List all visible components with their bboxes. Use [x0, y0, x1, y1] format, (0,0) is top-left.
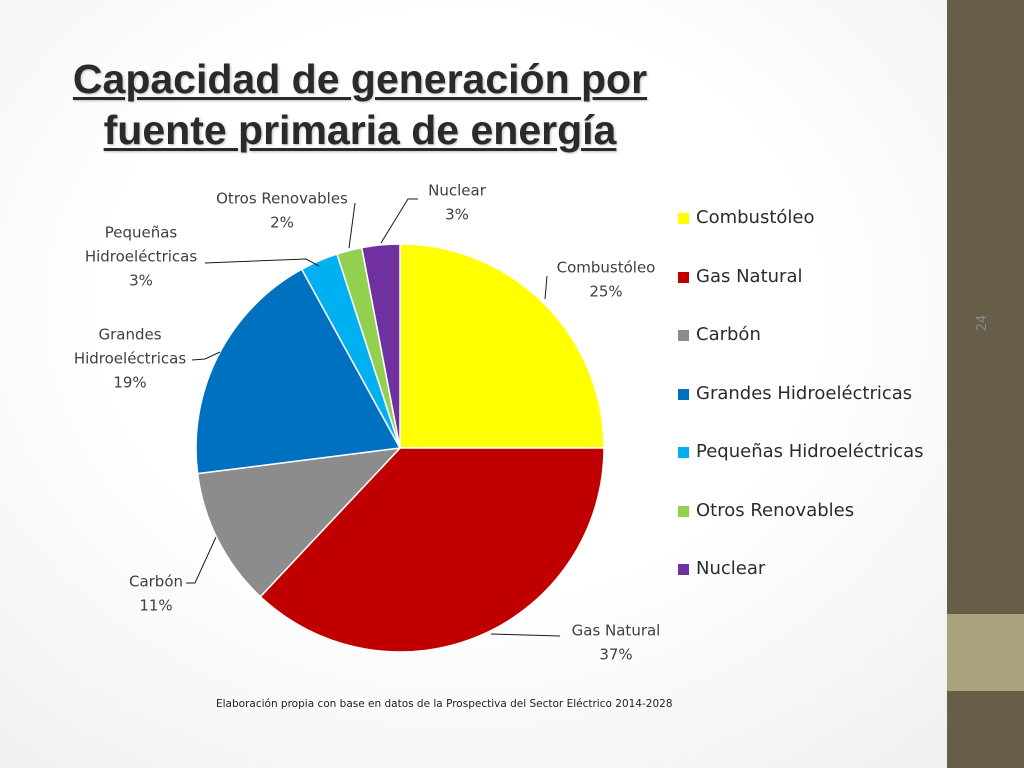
legend-label: Nuclear — [696, 558, 766, 579]
legend-item: Gas Natural — [678, 266, 943, 325]
slice-label-text: 2% — [270, 214, 294, 232]
slice-label-7: Nuclear 3% — [380, 182, 487, 244]
slice-label-text: 37% — [599, 646, 632, 664]
legend-label: Pequeñas Hidroeléctricas — [696, 441, 924, 462]
slide-title-line-2: fuente primaria de energía — [103, 107, 617, 153]
slide-title: Capacidad de generación por fuente prima… — [20, 54, 700, 156]
pie-slice-3 — [196, 446, 402, 598]
slice-label-text: 11% — [139, 597, 172, 615]
legend-label: Combustóleo — [696, 207, 815, 228]
legend-item: Grandes Hidroeléctricas — [678, 383, 943, 442]
slice-label-leader-line — [191, 351, 221, 361]
slice-label-5: Pequeñas Hidroeléctricas 3% — [85, 224, 320, 290]
legend-swatch — [678, 564, 689, 575]
pie-slice-7 — [360, 243, 401, 449]
source-note: Elaboración propia con base en datos de … — [216, 698, 673, 710]
slice-label-text: Hidroeléctricas — [74, 350, 187, 368]
legend-item: Otros Renovables — [678, 500, 943, 559]
slice-label-leader-line — [348, 202, 356, 249]
slice-label-text: Gas Natural — [572, 622, 661, 640]
slice-label-text: Otros Renovables — [216, 190, 348, 208]
slide-title-line-1: Capacidad de generación por — [72, 56, 648, 102]
legend-label: Gas Natural — [696, 265, 803, 287]
slice-label-leader-line — [380, 198, 418, 244]
pie-chart: Combustóleo 25% Gas Natural 37% Carbón 11% Gra… — [74, 182, 661, 664]
legend-swatch — [678, 213, 689, 224]
legend-item: Pequeñas Hidroeléctricas — [678, 441, 943, 500]
slice-label-3: Carbón 11% — [129, 536, 217, 615]
chart-legend: Combustóleo Gas Natural Carbón Grandes Hidr… — [678, 207, 943, 617]
legend-swatch — [678, 447, 689, 458]
legend-label: Otros Renovables — [696, 499, 855, 521]
pie-slice-1 — [399, 243, 605, 449]
legend-item: Combustóleo — [678, 207, 943, 266]
slice-label-leader-line — [544, 275, 548, 300]
slice-label-text: 3% — [129, 272, 153, 290]
legend-item: Nuclear — [678, 558, 943, 617]
legend-swatch — [678, 388, 689, 400]
slice-label-leader-line — [490, 633, 561, 637]
slice-label-text: 3% — [445, 206, 469, 224]
pie-slice-4 — [195, 268, 402, 475]
slice-label-4: Grandes Hidroeléctricas 19% — [74, 326, 221, 392]
legend-swatch — [678, 505, 689, 517]
slice-label-text: 25% — [589, 283, 622, 301]
slice-label-1: Combustóleo 25% — [544, 259, 656, 301]
slice-label-text: Nuclear — [428, 182, 487, 200]
slice-label-leader-line — [204, 258, 320, 267]
slice-label-leader-line — [186, 536, 217, 584]
legend-label: Grandes Hidroeléctricas — [696, 382, 913, 404]
legend-label: Carbón — [696, 324, 761, 345]
slice-label-2: Gas Natural 37% — [490, 622, 661, 664]
slice-label-text: Combustóleo — [557, 259, 656, 277]
pie-slice-2 — [259, 447, 605, 653]
slice-label-text: 19% — [113, 374, 146, 392]
slice-label-text: Grandes — [98, 326, 161, 344]
legend-swatch — [678, 271, 689, 283]
legend-item: Carbón — [678, 324, 943, 383]
legend-swatch — [678, 330, 689, 341]
slice-label-text: Hidroeléctricas — [85, 248, 198, 266]
slide-number: 24 — [975, 314, 990, 332]
slice-label-6: Otros Renovables 2% — [216, 190, 356, 249]
slice-label-text: Pequeñas — [105, 224, 178, 242]
sidebar-accent-block — [947, 614, 1024, 691]
slice-label-text: Carbón — [129, 573, 183, 591]
